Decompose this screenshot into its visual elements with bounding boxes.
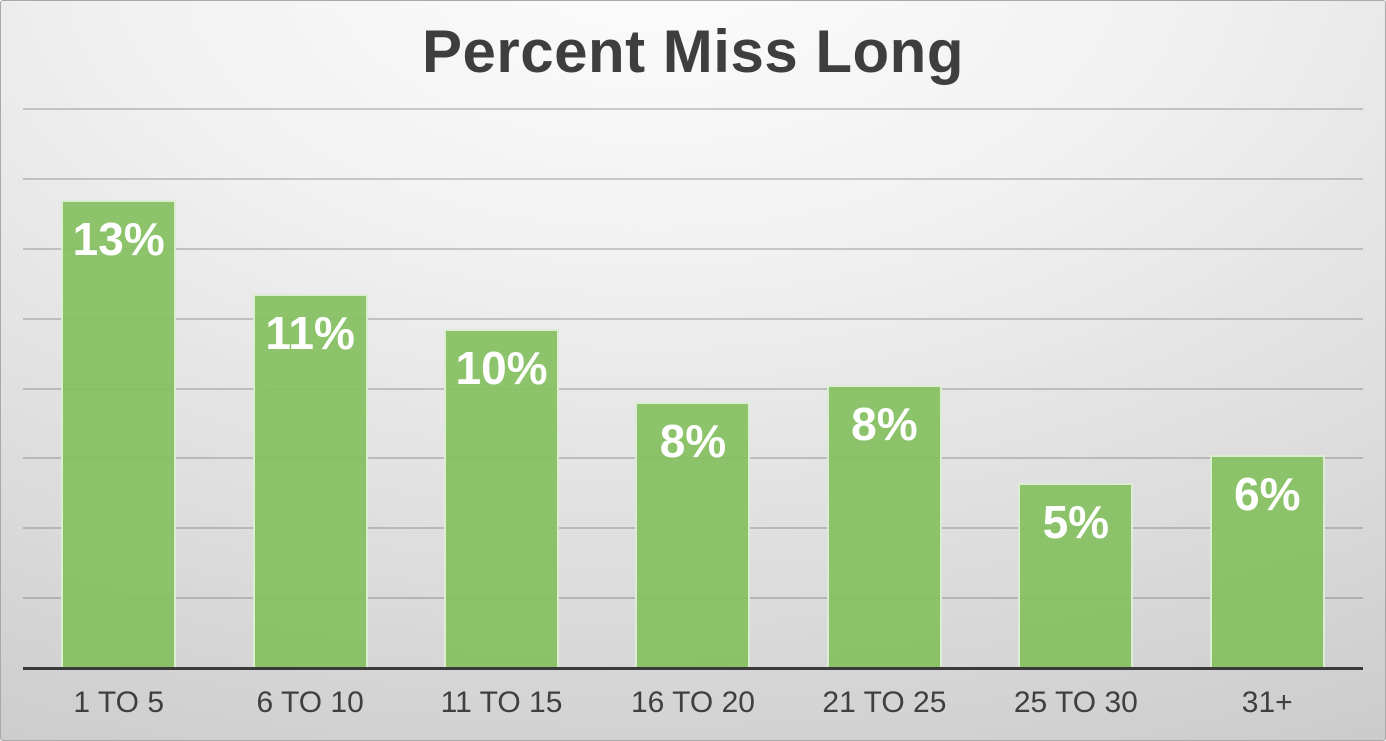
bar-6-to-10: 11% — [252, 294, 368, 668]
bar-1-to-5: 13% — [61, 199, 177, 668]
x-axis-label: 25 TO 30 — [1013, 686, 1138, 719]
x-axis-label: 16 TO 20 — [630, 686, 755, 719]
bar-value-label: 10% — [455, 342, 548, 395]
x-axis-label: 11 TO 15 — [440, 686, 563, 719]
bar-31-plus: 6% — [1209, 454, 1325, 668]
x-axis-label: 31+ — [1241, 686, 1293, 719]
bar-value-label: 5% — [1042, 495, 1110, 548]
bar-21-to-25: 8% — [826, 384, 942, 668]
x-axis-line — [23, 667, 1363, 670]
gridline — [23, 317, 1363, 320]
gridline — [23, 247, 1363, 250]
bar-slot: 8% — [597, 109, 788, 668]
bar-16-to-20: 8% — [635, 402, 751, 668]
bar-11-to-15: 10% — [444, 329, 560, 668]
gridline — [23, 387, 1363, 390]
bar-value-label: 6% — [1233, 467, 1301, 520]
gridline — [23, 177, 1363, 180]
bar-25-to-30: 5% — [1018, 482, 1134, 668]
gridline — [23, 108, 1363, 110]
bar-value-label: 8% — [659, 415, 727, 468]
bar-value-label: 8% — [851, 397, 918, 450]
bar-series: 13% 11% 10% 8% 8% — [23, 109, 1363, 668]
x-axis-labels: 1 TO 5 6 TO 10 11 TO 15 16 TO 20 21 TO 2… — [23, 683, 1363, 723]
bar-slot: 8% — [789, 109, 980, 668]
bar-value-label: 13% — [72, 212, 165, 265]
plot-area: 13% 11% 10% 8% 8% — [23, 108, 1363, 670]
x-axis-label: 1 TO 5 — [73, 686, 165, 719]
bar-slot: 13% — [23, 109, 214, 668]
bar-value-label: 11% — [265, 307, 355, 360]
x-axis-label: 6 TO 10 — [256, 686, 364, 719]
bar-slot: 11% — [214, 109, 405, 668]
bar-slot: 5% — [980, 109, 1171, 668]
x-axis-label: 21 TO 25 — [822, 686, 947, 719]
bar-slot: 6% — [1172, 109, 1363, 668]
chart-title: Percent Miss Long — [422, 18, 964, 85]
bar-slot: 10% — [406, 109, 597, 668]
